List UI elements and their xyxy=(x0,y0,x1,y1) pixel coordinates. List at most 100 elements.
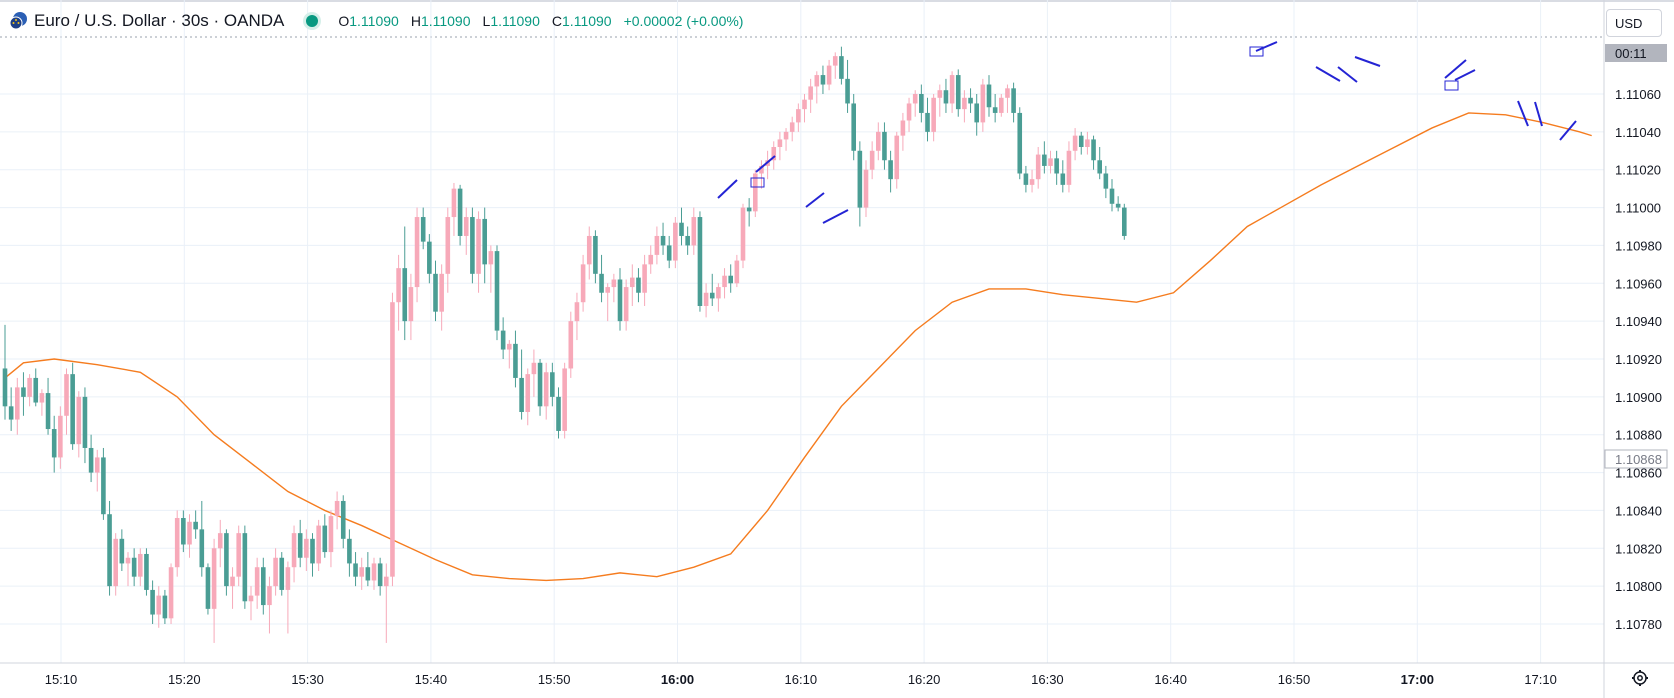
moving-average-line xyxy=(4,112,1592,582)
candle-bear xyxy=(310,538,315,564)
candle-bull xyxy=(802,99,807,110)
open-label: O xyxy=(338,13,350,29)
candle-bear xyxy=(968,97,973,104)
annotation-line xyxy=(1454,69,1476,81)
candle-bear xyxy=(839,56,844,79)
time-tick-label: 15:50 xyxy=(538,672,571,687)
market-status-icon[interactable] xyxy=(306,15,319,27)
candle-bull xyxy=(648,254,654,265)
annotation-line xyxy=(1534,101,1543,127)
candle-bear xyxy=(1042,154,1047,166)
candle-bear xyxy=(1122,207,1127,236)
price-tick-label: 1.10980 xyxy=(1615,238,1662,253)
candle-bear xyxy=(427,241,432,274)
candle-bull xyxy=(525,374,531,412)
candle-bull xyxy=(642,264,647,293)
candle-bull xyxy=(463,217,469,236)
candle-bull xyxy=(408,287,414,322)
candle-bear xyxy=(45,393,51,430)
candle-bull xyxy=(691,217,697,246)
candle-bear xyxy=(851,103,856,151)
candle-bear xyxy=(513,343,518,378)
candle-bear xyxy=(377,563,383,587)
annotation-box xyxy=(1249,46,1264,57)
candle-bear xyxy=(992,107,998,113)
time-axis[interactable]: 15:10 15:20 15:30 15:40 15:50 16:00 16:10 16:20… xyxy=(0,662,1674,687)
candle-bear xyxy=(660,235,666,246)
price-tick-label: 1.10880 xyxy=(1615,428,1662,443)
candle-bull xyxy=(962,97,967,110)
candle-bear xyxy=(986,84,992,108)
symbol-title[interactable]: Euro / U.S. Dollar · 30s · OANDA xyxy=(34,11,285,30)
candle-bull xyxy=(248,595,254,602)
price-axis[interactable]: 1.107801.108001.108201.108401.108601.108… xyxy=(1603,0,1668,698)
candle-bear xyxy=(679,222,684,236)
time-tick-label: 16:30 xyxy=(1031,672,1064,687)
candle-bull xyxy=(623,287,629,322)
candle-bull xyxy=(654,235,660,255)
price-tick-label: 1.10920 xyxy=(1615,352,1662,367)
close-value: 1.11090 xyxy=(562,13,612,29)
candle-bull xyxy=(863,169,869,208)
candle-bear xyxy=(685,235,690,246)
candle-bear xyxy=(599,273,604,293)
candle-bull xyxy=(64,374,69,416)
price-tick-label: 1.10960 xyxy=(1615,276,1662,291)
candle-bull xyxy=(39,393,45,403)
candle-bear xyxy=(181,518,186,545)
candle-bear xyxy=(709,292,715,299)
candle-bear xyxy=(322,525,328,553)
candle-bear xyxy=(51,429,57,458)
candle-bear xyxy=(1078,135,1084,147)
candle-bear xyxy=(845,78,850,104)
annotation-line xyxy=(1315,66,1341,82)
drawing-annotations xyxy=(717,41,1577,224)
candle-bear xyxy=(33,377,39,403)
candle-bull xyxy=(703,292,709,306)
candle-bear xyxy=(2,368,8,407)
candle-bear xyxy=(8,406,14,420)
candle-bear xyxy=(101,457,106,515)
ohlc-values: O1.11090 H1.11090 L1.11090 C1.11090 +0.0… xyxy=(338,13,743,29)
candle-bear xyxy=(888,160,893,180)
currency-button[interactable]: USD xyxy=(1606,9,1662,37)
candle-bear xyxy=(857,150,863,208)
annotation-line xyxy=(1559,120,1577,141)
eurusd-flag-icon[interactable] xyxy=(10,12,28,30)
time-tick-label: 17:00 xyxy=(1401,672,1434,687)
candle-bull xyxy=(673,222,678,261)
candle-bull xyxy=(734,260,740,284)
candle-bear xyxy=(519,377,524,412)
candle-bear xyxy=(617,279,623,322)
candle-bull xyxy=(439,273,444,312)
candle-bull xyxy=(156,595,162,615)
candle-bull xyxy=(900,120,906,136)
candle-bear xyxy=(550,372,555,397)
candle-bull xyxy=(254,567,260,596)
candle-bear xyxy=(746,207,752,212)
candle-bull xyxy=(931,97,936,132)
candle-bull xyxy=(808,86,813,100)
candle-bear xyxy=(925,112,930,132)
candle-bear xyxy=(470,217,475,274)
settings-gear-icon[interactable] xyxy=(1630,668,1650,688)
candle-bull xyxy=(876,131,881,151)
candle-bear xyxy=(340,500,346,539)
candle-bull xyxy=(789,122,795,132)
candle-bull xyxy=(230,576,235,587)
annotation-line xyxy=(1255,41,1278,52)
candle-bull xyxy=(113,538,118,587)
candle-bear xyxy=(482,218,487,265)
candle-bull xyxy=(328,516,334,553)
candle-bull xyxy=(574,302,580,322)
candle-bear xyxy=(1023,173,1029,185)
annotation-line xyxy=(717,179,738,199)
candle-bear xyxy=(347,538,352,564)
candle-bull xyxy=(722,275,727,288)
last-price-label: 1.10868 xyxy=(1615,452,1662,467)
currency-label: USD xyxy=(1615,15,1643,31)
candle-bull xyxy=(753,173,758,212)
